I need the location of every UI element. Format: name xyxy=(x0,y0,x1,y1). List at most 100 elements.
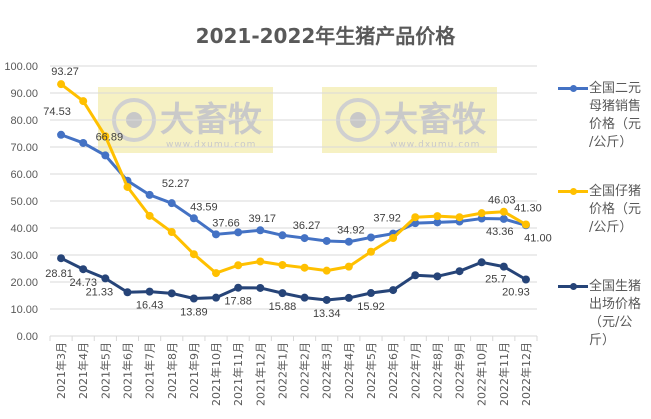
x-tick-label: 2022年1月 xyxy=(275,342,289,399)
data-label: 41.30 xyxy=(514,202,542,214)
data-point xyxy=(477,258,486,267)
data-label: 66.89 xyxy=(96,131,124,143)
data-point xyxy=(344,262,353,271)
y-tick-label: 50.00 xyxy=(10,196,38,208)
x-tick-label: 2022年12月 xyxy=(519,342,533,406)
legend-marker-icon xyxy=(558,184,588,198)
data-point xyxy=(189,294,198,303)
data-point xyxy=(101,132,110,141)
data-point xyxy=(389,233,398,242)
data-point xyxy=(79,97,88,106)
data-point xyxy=(189,250,198,259)
series-line xyxy=(60,256,527,302)
series-layer xyxy=(57,80,530,304)
data-label: 37.66 xyxy=(212,217,240,229)
y-tick-label: 40.00 xyxy=(10,223,38,235)
data-point xyxy=(366,233,375,242)
x-tick-label: 2022年5月 xyxy=(364,342,378,399)
legend-marker-icon xyxy=(558,81,588,95)
legend-item[interactable]: 全国二元 母猪销售 价格（元/公斤） xyxy=(558,80,651,152)
x-tick-label: 2022年6月 xyxy=(386,342,400,399)
x-tick-label: 2021年12月 xyxy=(253,342,267,406)
data-point xyxy=(344,237,353,246)
data-point xyxy=(300,263,309,272)
y-axis: 0.00 10.00 20.00 30.00 40.00 50.00 60.00 70.00 8… xyxy=(4,61,38,343)
data-label: 41.00 xyxy=(524,232,552,244)
y-tick-label: 0.00 xyxy=(17,331,38,343)
data-point xyxy=(300,234,309,243)
y-tick-label: 60.00 xyxy=(10,169,38,181)
svg-text:www.dxumu.com: www.dxumu.com xyxy=(166,140,256,150)
data-point xyxy=(433,272,442,281)
svg-text:www.dxumu.com: www.dxumu.com xyxy=(390,140,480,150)
data-label: 15.92 xyxy=(357,301,385,313)
x-tick-label: 2022年10月 xyxy=(475,342,489,406)
x-tick-label: 2022年9月 xyxy=(453,342,467,399)
data-label: 13.34 xyxy=(313,308,341,320)
data-point xyxy=(212,293,221,302)
data-point xyxy=(322,266,331,275)
data-point xyxy=(521,220,530,229)
data-label: 52.27 xyxy=(162,178,190,190)
legend-item[interactable]: 全国仔猪 价格（元/公斤） xyxy=(558,183,651,237)
legend-marker-icon xyxy=(558,279,588,293)
data-point xyxy=(101,274,110,283)
y-tick-label: 20.00 xyxy=(10,277,38,289)
x-tick-label: 2021年5月 xyxy=(98,342,112,399)
y-tick-label: 30.00 xyxy=(10,250,38,262)
data-point xyxy=(278,231,287,240)
data-point xyxy=(411,213,420,222)
x-tick-label: 2021年3月 xyxy=(54,342,68,399)
data-point xyxy=(499,214,508,223)
data-label: 43.36 xyxy=(486,226,514,238)
data-label: 34.92 xyxy=(337,225,365,237)
data-point xyxy=(322,236,331,245)
data-label: 24.73 xyxy=(69,277,97,289)
data-label: 25.7 xyxy=(485,274,506,286)
data-point xyxy=(234,228,243,237)
data-point xyxy=(123,288,132,297)
data-point xyxy=(322,295,331,304)
series-line xyxy=(60,133,527,244)
x-tick-label: 2022年11月 xyxy=(497,342,511,406)
data-point xyxy=(389,286,398,295)
y-tick-label: 10.00 xyxy=(10,304,38,316)
data-point xyxy=(499,207,508,216)
data-point xyxy=(79,265,88,274)
data-point xyxy=(411,219,420,228)
data-point xyxy=(366,289,375,298)
data-label: 21.33 xyxy=(86,286,114,298)
data-point xyxy=(167,289,176,298)
x-tick-label: 2021年11月 xyxy=(231,342,245,406)
data-label: 17.88 xyxy=(224,296,252,308)
data-point xyxy=(79,138,88,147)
data-point xyxy=(477,209,486,218)
x-tick-label: 2022年7月 xyxy=(408,342,422,399)
x-tick-label: 2022年8月 xyxy=(430,342,444,399)
data-point xyxy=(499,262,508,271)
x-axis: 2021年3月 2021年4月 2021年5月 2021年6月 2021年7月 2021年… xyxy=(49,335,538,406)
data-label: 93.27 xyxy=(51,66,79,78)
data-point xyxy=(234,261,243,270)
x-tick-label: 2021年7月 xyxy=(143,342,157,399)
data-point xyxy=(433,218,442,227)
legend-label: 全国生猪 出场价格 （元/公 斤） xyxy=(589,279,642,348)
data-point xyxy=(145,211,154,220)
data-point xyxy=(366,247,375,256)
x-tick-label: 2022年4月 xyxy=(342,342,356,399)
data-point xyxy=(212,269,221,278)
data-label: 39.17 xyxy=(249,213,277,225)
data-point xyxy=(123,182,132,191)
data-point xyxy=(57,254,66,263)
data-point xyxy=(300,293,309,302)
x-tick-label: 2021年4月 xyxy=(76,342,90,399)
data-point xyxy=(167,228,176,237)
chart-title: 2021-2022年生猪产品价格 xyxy=(195,24,456,48)
legend-item[interactable]: 全国生猪 出场价格 （元/公 斤） xyxy=(558,278,651,350)
data-point xyxy=(57,80,66,89)
y-tick-label: 90.00 xyxy=(10,88,38,100)
data-label: 28.81 xyxy=(45,268,73,280)
data-point xyxy=(433,212,442,221)
